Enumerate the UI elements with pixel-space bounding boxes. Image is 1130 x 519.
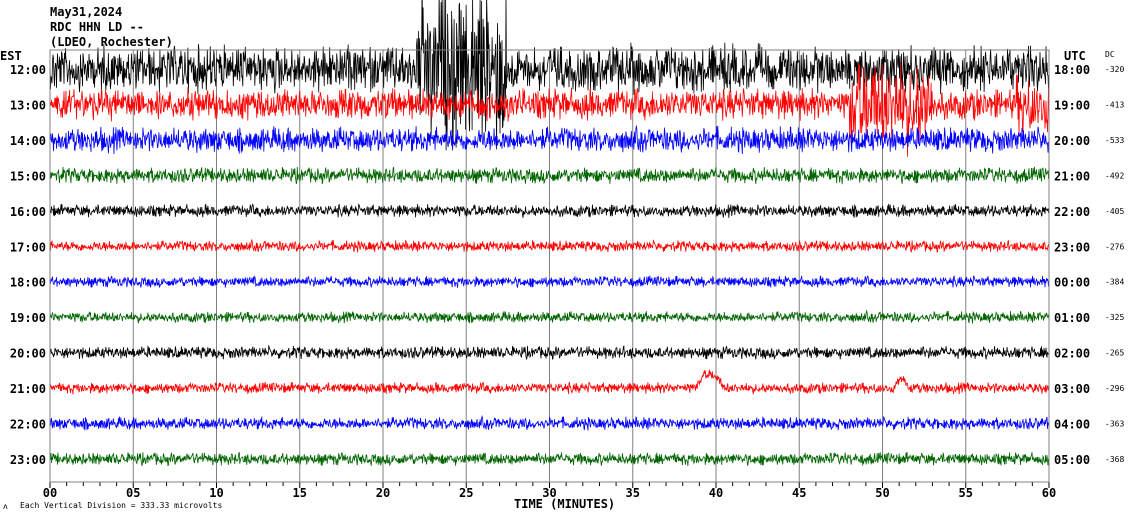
x-tick-label: 25 [459,486,473,500]
station-title: RDC HHN LD -- [50,20,144,34]
utc-hour-label: 01:00 [1054,311,1090,325]
est-axis-title: EST [0,49,22,63]
plot-frame [49,49,1050,483]
est-hour-label: 14:00 [10,134,46,148]
dc-offset-label: -533 [1105,136,1124,145]
seismic-trace-2000 [49,344,1050,360]
seismic-trace-2300 [49,451,1050,467]
seismic-trace-1700 [49,238,1050,253]
seismic-trace-1800 [49,275,1050,289]
dc-offset-label: -265 [1105,349,1124,358]
x-tick-label: 45 [792,486,806,500]
dc-offset-label: -405 [1105,207,1124,216]
x-axis-title: TIME (MINUTES) [514,497,615,511]
x-tick-label: 55 [959,486,973,500]
utc-hour-label: 23:00 [1054,240,1090,254]
x-tick-label: 50 [875,486,889,500]
network-title: (LDEO, Rochester) [50,35,173,49]
utc-hour-label: 05:00 [1054,453,1090,467]
seismic-trace-2100 [49,369,1050,395]
utc-axis-title: UTC [1064,49,1086,63]
date-title: May31,2024 [50,5,122,19]
seismic-trace-2200 [49,414,1050,431]
seismic-trace-1500 [49,166,1050,185]
x-tick-label: 20 [376,486,390,500]
est-hour-label: 21:00 [10,382,46,396]
seismic-trace-1400 [49,125,1050,155]
est-hour-label: 13:00 [10,98,46,112]
seismic-trace-1900 [49,309,1050,324]
utc-hour-label: 19:00 [1054,98,1090,112]
scale-footer: Each Vertical Division = 333.33 microvol… [20,501,222,510]
seismic-trace-1300 [49,61,1050,157]
utc-hour-label: 21:00 [1054,169,1090,183]
dc-title: DC [1105,50,1115,59]
x-tick-label: 15 [293,486,307,500]
est-hour-label: 17:00 [10,240,46,254]
est-hour-label: 20:00 [10,347,46,361]
dc-offset-label: -413 [1105,100,1124,109]
footer-mark: ʌ [3,502,8,511]
x-tick-label: 10 [209,486,223,500]
x-tick-label: 05 [126,486,140,500]
utc-hour-label: 03:00 [1054,382,1090,396]
dc-offset-label: -320 [1105,65,1124,74]
est-hour-label: 16:00 [10,205,46,219]
utc-hour-label: 04:00 [1054,418,1090,432]
dc-offset-label: -384 [1105,278,1124,287]
dc-offset-label: -276 [1105,242,1124,251]
est-hour-label: 23:00 [10,453,46,467]
x-tick-label: 35 [626,486,640,500]
x-tick-label: 60 [1042,486,1056,500]
est-hour-label: 12:00 [10,63,46,77]
utc-hour-label: 18:00 [1054,63,1090,77]
utc-hour-label: 02:00 [1054,347,1090,361]
dc-offset-label: -325 [1105,313,1124,322]
est-hour-label: 22:00 [10,418,46,432]
utc-hour-label: 20:00 [1054,134,1090,148]
dc-offset-label: -363 [1105,420,1124,429]
dc-offset-label: -296 [1105,384,1124,393]
est-hour-label: 18:00 [10,276,46,290]
utc-hour-label: 22:00 [1054,205,1090,219]
x-tick-label: 30 [542,486,556,500]
est-hour-label: 15:00 [10,169,46,183]
utc-hour-label: 00:00 [1054,276,1090,290]
x-tick-label: 00 [43,486,57,500]
seismic-trace-1600 [49,203,1050,218]
dc-offset-label: -492 [1105,171,1124,180]
dc-offset-label: -368 [1105,455,1124,464]
est-hour-label: 19:00 [10,311,46,325]
x-tick-label: 40 [709,486,723,500]
